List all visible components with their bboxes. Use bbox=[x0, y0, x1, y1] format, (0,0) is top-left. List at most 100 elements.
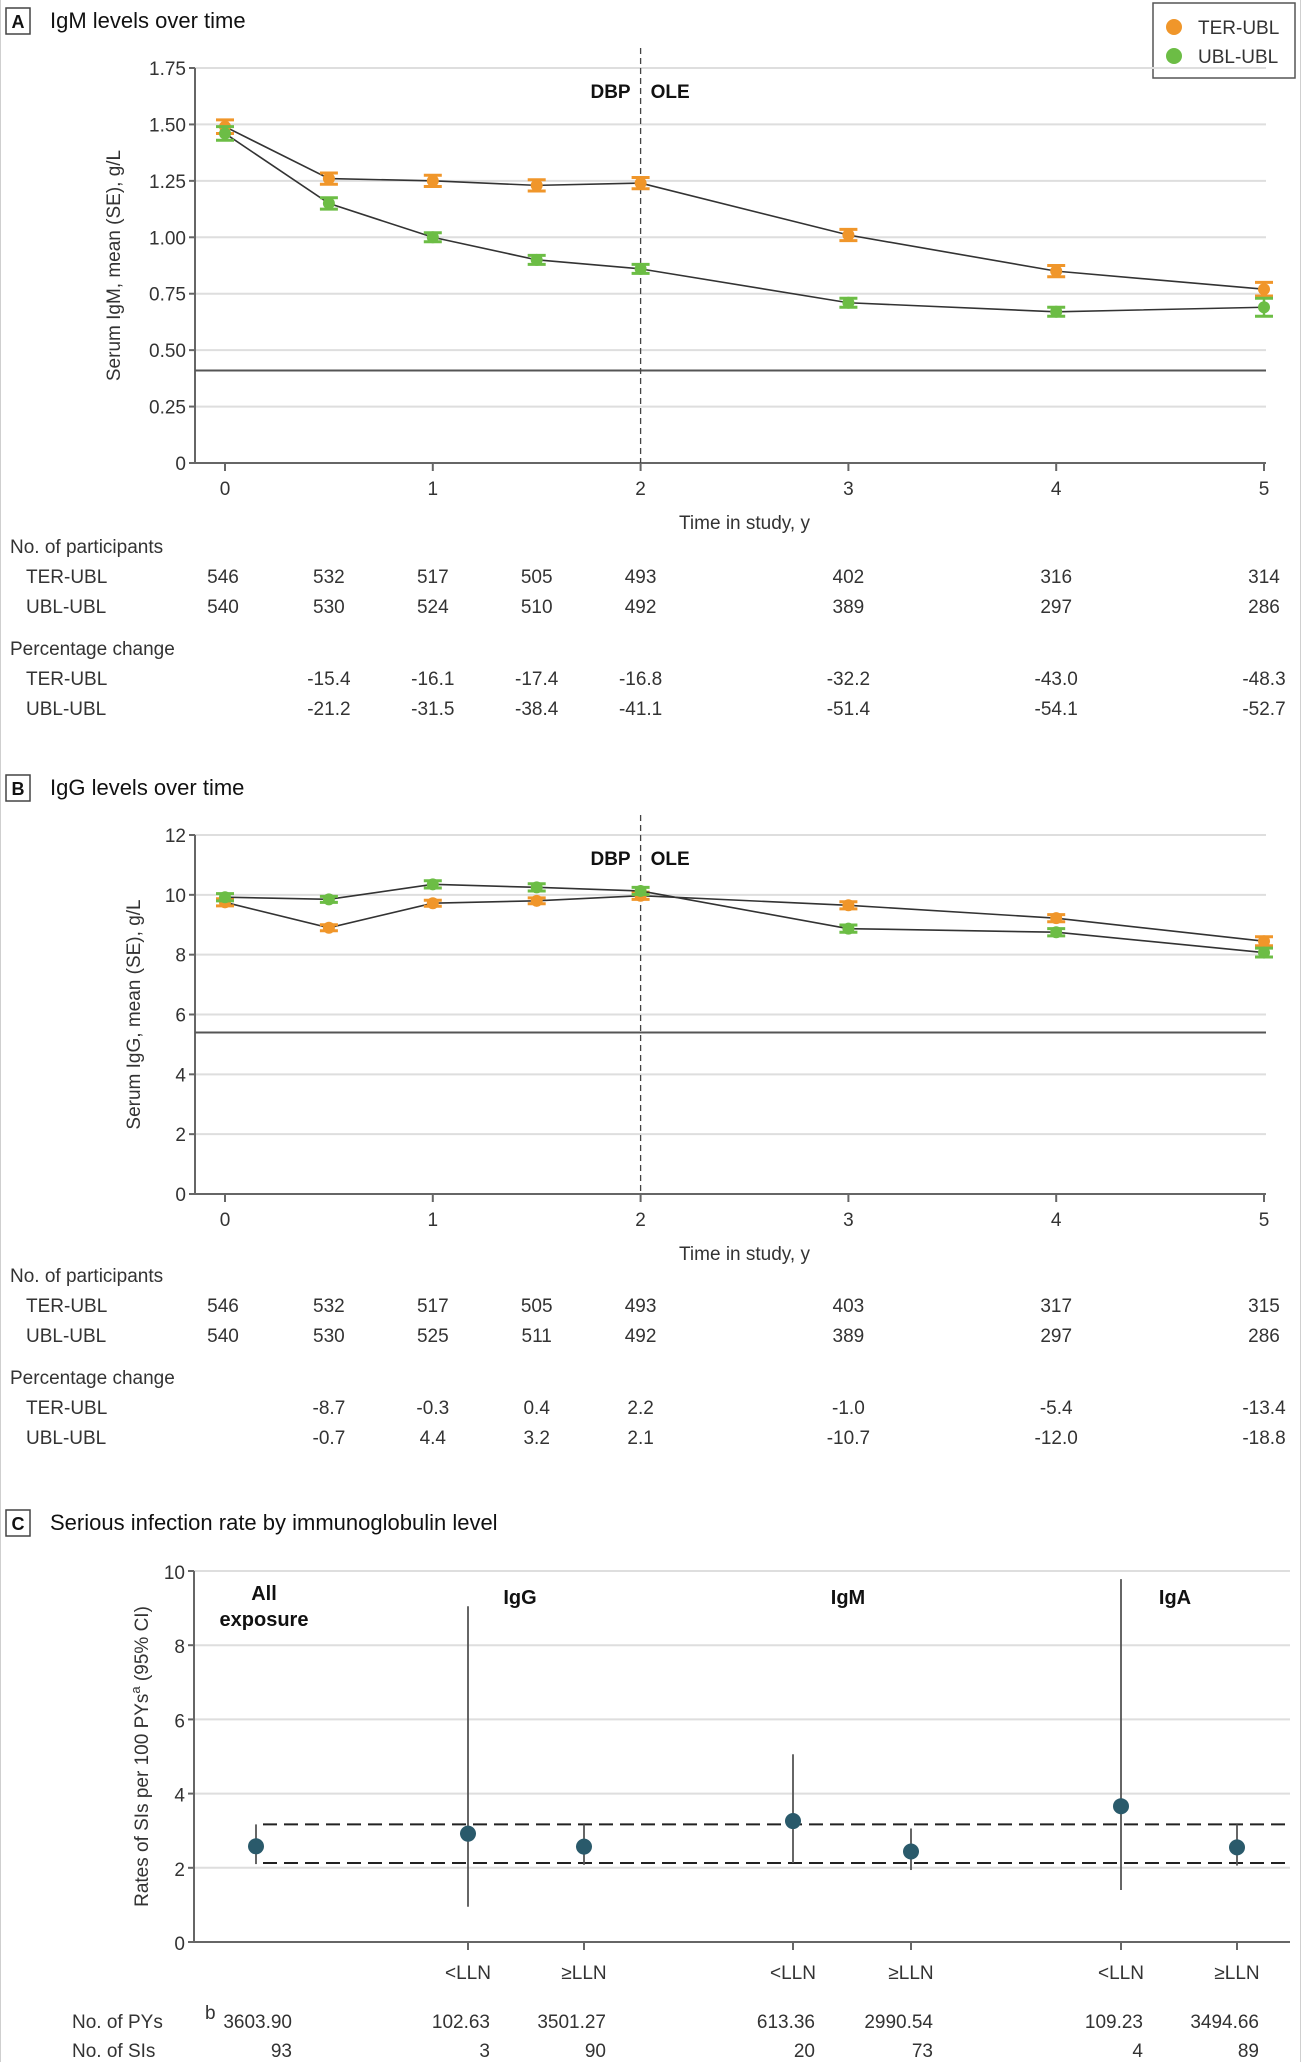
y-tick-label: 8 bbox=[175, 946, 186, 967]
table-cell: 492 bbox=[625, 597, 657, 618]
table-cell: 2.1 bbox=[627, 1428, 653, 1449]
table-cell: -1.0 bbox=[832, 1398, 865, 1419]
ci-point-igg-lln: ≥LLN 3501.27 90 bbox=[537, 1824, 607, 2062]
table-cell-sis: 3 bbox=[479, 2041, 490, 2062]
table-header-percentage: Percentage change bbox=[10, 639, 175, 660]
data-point bbox=[322, 921, 335, 934]
y-axis-label-superscript: a bbox=[128, 1686, 143, 1694]
table-cell: 532 bbox=[313, 1296, 345, 1317]
table-cell-sis: 4 bbox=[1132, 2041, 1143, 2062]
table-cell: 297 bbox=[1040, 597, 1072, 618]
data-point bbox=[322, 893, 335, 906]
data-point bbox=[842, 229, 855, 242]
table-cell: 315 bbox=[1248, 1296, 1280, 1317]
table-cell: 517 bbox=[417, 567, 449, 588]
data-point bbox=[426, 174, 439, 187]
rate-point bbox=[576, 1838, 592, 1855]
table-row-label: TER-UBL bbox=[26, 669, 107, 690]
table-cell: 530 bbox=[313, 1326, 345, 1347]
table-cell: 546 bbox=[207, 1296, 239, 1317]
y-tick-label: 6 bbox=[175, 1006, 186, 1027]
table-cell: -32.2 bbox=[827, 669, 870, 690]
table-cell: -0.3 bbox=[416, 1398, 449, 1419]
group-label-igg: IgG bbox=[503, 1587, 536, 1609]
legend-marker-ter-ubl bbox=[1166, 19, 1182, 35]
table-cell: 493 bbox=[625, 567, 657, 588]
x-tick-label: 1 bbox=[428, 1210, 439, 1231]
panel-b-header: B IgG levels over time bbox=[5, 774, 244, 802]
table-cell-pys: 109.23 bbox=[1085, 2012, 1143, 2033]
table-cell-pys: 3494.66 bbox=[1190, 2012, 1259, 2033]
ci-point-iga-lln: ≥LLN 3494.66 89 bbox=[1190, 1824, 1260, 2062]
table-cell: -16.1 bbox=[411, 669, 454, 690]
table-cell: 389 bbox=[833, 1326, 865, 1347]
data-point bbox=[842, 899, 855, 912]
phase-label-dbp: DBP bbox=[590, 82, 630, 103]
data-point bbox=[219, 127, 231, 140]
rate-point bbox=[1229, 1839, 1245, 1856]
legend-marker-ubl-ubl bbox=[1166, 48, 1182, 64]
table-cell: 525 bbox=[417, 1326, 449, 1347]
table-row-label: TER-UBL bbox=[26, 1296, 107, 1317]
series-line bbox=[224, 132, 1265, 313]
table-cell: 540 bbox=[207, 597, 239, 618]
y-axis-label: Serum IgG, mean (SE), g/L bbox=[124, 899, 145, 1129]
table-cell-sis: 89 bbox=[1238, 2041, 1259, 2062]
y-tick-label: 10 bbox=[165, 886, 186, 907]
table-cell: 493 bbox=[625, 1296, 657, 1317]
group-label-line: exposure bbox=[220, 1609, 309, 1631]
x-tick-label: 3 bbox=[843, 1210, 854, 1231]
y-tick-label: 0 bbox=[174, 1934, 185, 1955]
table-cell: 505 bbox=[521, 1296, 553, 1317]
table-cell: 517 bbox=[417, 1296, 449, 1317]
y-axis-label-suffix: (95% CI) bbox=[132, 1606, 153, 1686]
phase-label-ole: OLE bbox=[651, 849, 690, 870]
data-point bbox=[842, 296, 855, 309]
y-tick-label: 1.75 bbox=[149, 59, 186, 80]
series-ter-ubl bbox=[216, 889, 1273, 948]
table-cell: 530 bbox=[313, 597, 345, 618]
series-ter-ubl bbox=[216, 118, 1273, 298]
group-label-line: All bbox=[251, 1583, 277, 1605]
y-tick-label: 4 bbox=[175, 1065, 186, 1086]
row-label-pys: No. of PYs bbox=[72, 2012, 163, 2033]
table-cell: -0.7 bbox=[313, 1428, 346, 1449]
table-cell: -13.4 bbox=[1242, 1398, 1286, 1419]
table-cell: -48.3 bbox=[1242, 669, 1285, 690]
table-cell-sis: 73 bbox=[912, 2041, 933, 2062]
y-tick-label: 6 bbox=[174, 1711, 185, 1732]
rate-point bbox=[903, 1843, 919, 1860]
panel-a-chart: 0 0.25 0.50 0.75 1.00 1.25 1.50 1.75 0 1 2 3 4 5 Time … bbox=[10, 48, 1286, 720]
table-cell: 524 bbox=[417, 597, 449, 618]
data-point bbox=[634, 262, 647, 275]
group-label-iga: IgA bbox=[1159, 1587, 1191, 1609]
series-line bbox=[224, 894, 1265, 942]
y-tick-label: 2 bbox=[174, 1860, 185, 1881]
table-cell-pys: 102.63 bbox=[432, 2012, 490, 2033]
data-point bbox=[1050, 305, 1063, 318]
table-cell: 4.4 bbox=[420, 1428, 447, 1449]
y-tick-label: 0.50 bbox=[149, 341, 186, 362]
y-axis-label: Serum IgM, mean (SE), g/L bbox=[104, 150, 125, 381]
table-cell-pys: 2990.54 bbox=[864, 2012, 933, 2033]
panel-label-box bbox=[5, 7, 31, 35]
table-cell: 2.2 bbox=[627, 1398, 653, 1419]
panel-label-box bbox=[5, 1509, 31, 1537]
data-point bbox=[530, 894, 543, 907]
x-tick-label: 0 bbox=[220, 479, 231, 500]
ci-point-igg-lln: <LLN 102.63 3 bbox=[432, 1606, 491, 2062]
data-point bbox=[322, 197, 335, 210]
table-cell: 286 bbox=[1248, 1326, 1280, 1347]
table-cell-pys: 613.36 bbox=[757, 2012, 815, 2033]
legend-label: UBL-UBL bbox=[1198, 47, 1278, 68]
series-ubl-ubl bbox=[216, 878, 1273, 959]
ci-point-igm-lln: <LLN 613.36 20 bbox=[757, 1754, 816, 2062]
table-row-label: UBL-UBL bbox=[26, 699, 106, 720]
table-cell-sis: 93 bbox=[271, 2041, 292, 2062]
panel-c-header: C Serious infection rate by immunoglobuli… bbox=[5, 1509, 498, 1537]
table-cell: 546 bbox=[207, 567, 239, 588]
table-cell: -12.0 bbox=[1035, 1428, 1078, 1449]
table-row-label: UBL-UBL bbox=[26, 597, 106, 618]
table-cell: 511 bbox=[522, 1326, 552, 1347]
table-cell: -16.8 bbox=[619, 669, 662, 690]
